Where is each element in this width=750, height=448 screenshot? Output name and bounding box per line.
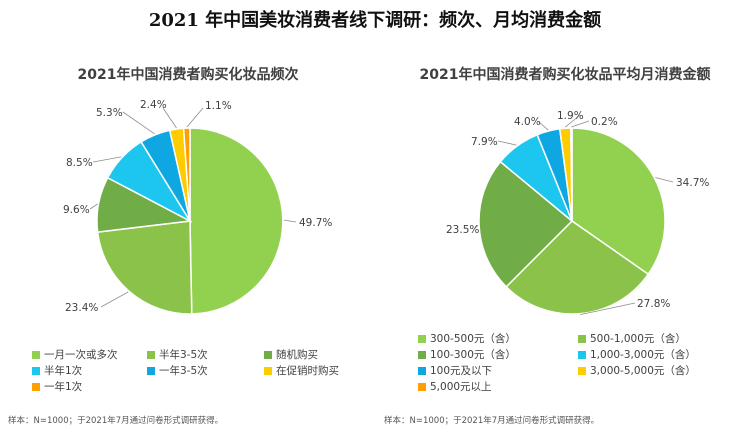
spend-value-label-1: 27.8%	[637, 298, 670, 310]
spend-leader-4	[537, 120, 549, 131]
freq-slice-6	[182, 127, 191, 222]
spend-value-label-6: 0.2%	[591, 116, 618, 128]
spend-legend-label-4: 100元及以下	[430, 365, 493, 377]
spend-value-label-4: 4.0%	[514, 116, 541, 128]
freq-legend-swatch-3	[32, 366, 40, 375]
freq-leader-1	[100, 291, 129, 308]
freq-legend-label-4: 一年3-5次	[159, 365, 208, 377]
spend-legend-item-4: 100元及以下	[418, 363, 492, 378]
frequency-legend: 一月一次或多次 半年3-5次 随机购买半年1次 一年3-5次 在促销时购买一年1次	[32, 347, 362, 409]
spend-legend-swatch-1	[578, 334, 586, 343]
freq-leader-6	[186, 107, 204, 128]
freq-legend-item-5: 在促销时购买	[264, 363, 339, 378]
freq-legend-swatch-0	[32, 350, 40, 359]
spend-slice-1	[505, 220, 650, 315]
freq-legend-item-6: 一年1次	[32, 379, 82, 394]
spend-legend-label-2: 100-300元（含）	[430, 349, 516, 361]
spend-legend-item-0: 300-500元（含）	[418, 331, 516, 346]
spend-value-label-3: 7.9%	[471, 136, 498, 148]
freq-slice-0	[189, 127, 284, 315]
freq-value-label-3: 8.5%	[66, 157, 93, 169]
spend-legend-item-3: 1,000-3,000元（含）	[578, 347, 696, 362]
freq-legend-swatch-5	[264, 366, 272, 375]
spend-legend-swatch-5	[578, 366, 586, 375]
spend-legend-swatch-3	[578, 350, 586, 359]
freq-legend-item-0: 一月一次或多次	[32, 347, 118, 362]
freq-legend-swatch-6	[32, 382, 40, 391]
spend-legend-swatch-6	[418, 382, 426, 391]
freq-value-label-6: 1.1%	[205, 100, 232, 112]
spend-leader-6	[571, 120, 590, 128]
spend-legend-label-5: 3,000-5,000元（含）	[590, 365, 696, 377]
spending-pie-chart: 34.7% 27.8% 23.5% 7.9% 4.0% 1.9% 0.2%	[446, 110, 709, 315]
spend-legend-label-0: 300-500元（含）	[430, 333, 516, 345]
freq-value-label-4: 5.3%	[96, 107, 123, 119]
spend-legend-label-6: 5,000元以上	[430, 381, 492, 393]
page-title: 2021 年中国美妆消费者线下调研：频次、月均消费金额	[148, 10, 602, 31]
spending-legend: 300-500元（含） 500-1,000元（含） 100-300元（含） 1,000…	[418, 331, 738, 411]
spend-legend-item-6: 5,000元以上	[418, 379, 492, 394]
spend-leader-3	[497, 140, 517, 146]
freq-leader-3	[92, 156, 122, 163]
freq-leader-4	[122, 111, 155, 135]
freq-legend-item-4: 一年3-5次	[147, 363, 208, 378]
frequency-pie-chart: 49.7% 23.4% 9.6% 8.5% 5.3% 2.4% 1.1%	[63, 99, 332, 315]
spend-legend-swatch-2	[418, 350, 426, 359]
freq-legend-item-1: 半年3-5次	[147, 347, 208, 362]
spend-legend-item-1: 500-1,000元（含）	[578, 331, 686, 346]
freq-legend-label-6: 一年1次	[44, 381, 83, 393]
freq-legend-label-3: 半年1次	[44, 365, 83, 377]
spend-slice-0	[571, 127, 666, 276]
spend-legend-swatch-0	[418, 334, 426, 343]
freq-legend-swatch-4	[147, 366, 155, 375]
freq-value-label-5: 2.4%	[140, 99, 167, 111]
freq-leader-2	[89, 203, 98, 210]
freq-legend-swatch-2	[264, 350, 272, 359]
freq-leader-5	[162, 107, 177, 129]
frequency-chart-title: 2021年中国消费者购买化妆品频次	[77, 67, 299, 83]
spend-value-label-2: 23.5%	[446, 224, 479, 236]
spend-legend-label-1: 500-1,000元（含）	[590, 333, 686, 345]
spend-leader-1	[580, 302, 636, 315]
freq-legend-label-0: 一月一次或多次	[44, 349, 118, 361]
freq-legend-label-5: 在促销时购买	[276, 365, 339, 377]
spending-sample-note: 样本：N=1000；于2021年7月通过问卷形式调研获得。	[384, 416, 600, 426]
spend-legend-label-3: 1,000-3,000元（含）	[590, 349, 696, 361]
freq-leader-0	[283, 219, 297, 223]
freq-slice-1	[96, 220, 193, 315]
spending-chart-title: 2021年中国消费者购买化妆品平均月消费金额	[419, 67, 711, 83]
frequency-sample-note: 样本：N=1000；于2021年7月通过问卷形式调研获得。	[8, 416, 224, 426]
freq-legend-label-1: 半年3-5次	[159, 349, 208, 361]
freq-legend-label-2: 随机购买	[276, 349, 318, 361]
spend-leader-5	[564, 114, 581, 128]
freq-value-label-1: 23.4%	[65, 302, 98, 314]
spend-legend-swatch-4	[418, 366, 426, 375]
spend-slice-6	[570, 127, 573, 222]
spend-legend-item-2: 100-300元（含）	[418, 347, 516, 362]
spend-slice-2	[478, 160, 574, 288]
freq-legend-item-2: 随机购买	[264, 347, 318, 362]
freq-legend-swatch-1	[147, 350, 155, 359]
freq-value-label-2: 9.6%	[63, 204, 90, 216]
spend-value-label-5: 1.9%	[557, 110, 584, 122]
freq-value-label-0: 49.7%	[299, 217, 332, 229]
freq-legend-item-3: 半年1次	[32, 363, 82, 378]
spend-legend-item-5: 3,000-5,000元（含）	[578, 363, 696, 378]
spend-leader-0	[655, 177, 674, 183]
spend-leader-2	[473, 225, 479, 230]
spend-value-label-0: 34.7%	[676, 177, 709, 189]
